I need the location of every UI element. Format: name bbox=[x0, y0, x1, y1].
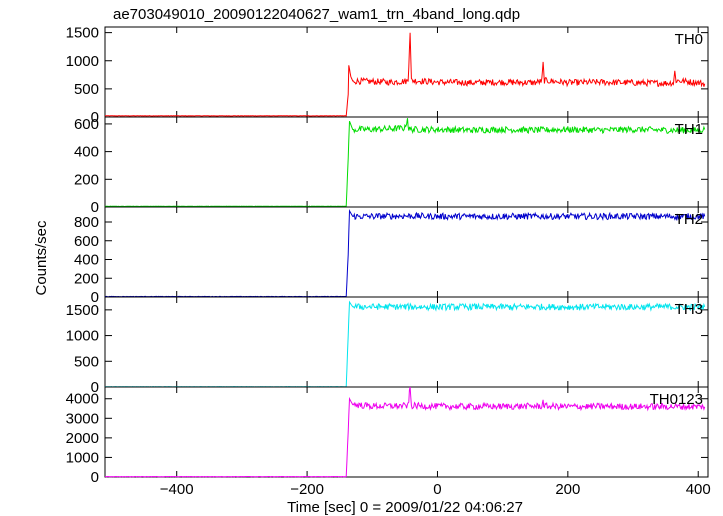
y-tick-label: 0 bbox=[91, 199, 99, 216]
panel-frame bbox=[104, 116, 709, 208]
y-tick-label: 0 bbox=[91, 469, 99, 486]
panel-th1: 0 200 400 600 TH1 bbox=[74, 116, 709, 216]
panel-label: TH0 bbox=[675, 31, 703, 48]
y-tick-label: 200 bbox=[74, 270, 99, 287]
y-tick-label: 0 bbox=[91, 379, 99, 396]
y-tick-label: 400 bbox=[74, 252, 99, 269]
series-line-th0123 bbox=[104, 386, 706, 478]
y-tick-label: 200 bbox=[74, 171, 99, 188]
series-line-th3 bbox=[104, 300, 706, 388]
y-tick-label: 1000 bbox=[66, 328, 99, 345]
panel-label: TH0123 bbox=[650, 391, 703, 408]
panel-frame bbox=[104, 206, 709, 298]
y-tick-label: 400 bbox=[74, 144, 99, 161]
y-tick-label: 600 bbox=[74, 116, 99, 133]
series-line-th1 bbox=[105, 118, 706, 208]
chart-title: ae703049010_20090122040627_wam1_trn_4ban… bbox=[113, 6, 520, 23]
y-tick-label: 2000 bbox=[66, 430, 99, 447]
x-axis-label: Time [sec] 0 = 2009/01/22 04:06:27 bbox=[287, 499, 523, 516]
y-tick-label: 0 bbox=[91, 289, 99, 306]
y-axis-label: Counts/sec bbox=[33, 220, 50, 296]
y-tick-label: 1000 bbox=[66, 449, 99, 466]
panel-th3: 0 500 1000 1500 TH3 bbox=[66, 296, 709, 396]
x-tick-label: 0 bbox=[433, 481, 441, 498]
y-tick-label: 500 bbox=[74, 81, 99, 98]
y-tick-label: 800 bbox=[74, 214, 99, 231]
series-line-th0 bbox=[104, 32, 706, 117]
x-tick-label: −200 bbox=[290, 481, 324, 498]
y-tick-label: 4000 bbox=[66, 391, 99, 408]
y-tick-label: 1000 bbox=[66, 53, 99, 70]
x-tick-label: 400 bbox=[686, 481, 711, 498]
x-tick-label: −400 bbox=[160, 481, 194, 498]
panel-frame bbox=[104, 386, 709, 478]
panel-th0123: 0 1000 2000 3000 4000 TH0123 bbox=[66, 386, 709, 486]
y-tick-label: 0 bbox=[91, 109, 99, 126]
y-tick-label: 600 bbox=[74, 233, 99, 250]
panel-th0: 0 500 1000 1500 TH0 bbox=[66, 25, 709, 126]
series-line-th2 bbox=[104, 209, 706, 298]
y-tick-label: 3000 bbox=[66, 410, 99, 427]
panel-label: TH1 bbox=[675, 121, 703, 138]
y-tick-label: 1500 bbox=[66, 302, 99, 319]
panel-frame bbox=[104, 26, 709, 118]
x-tick-label: 200 bbox=[555, 481, 580, 498]
y-tick-label: 1500 bbox=[66, 25, 99, 42]
x-axis: −400 −200 0 200 400 bbox=[160, 481, 711, 498]
panel-label: TH2 bbox=[675, 211, 703, 228]
panel-frame bbox=[104, 296, 709, 388]
panel-label: TH3 bbox=[675, 301, 703, 318]
y-tick-label: 500 bbox=[74, 353, 99, 370]
